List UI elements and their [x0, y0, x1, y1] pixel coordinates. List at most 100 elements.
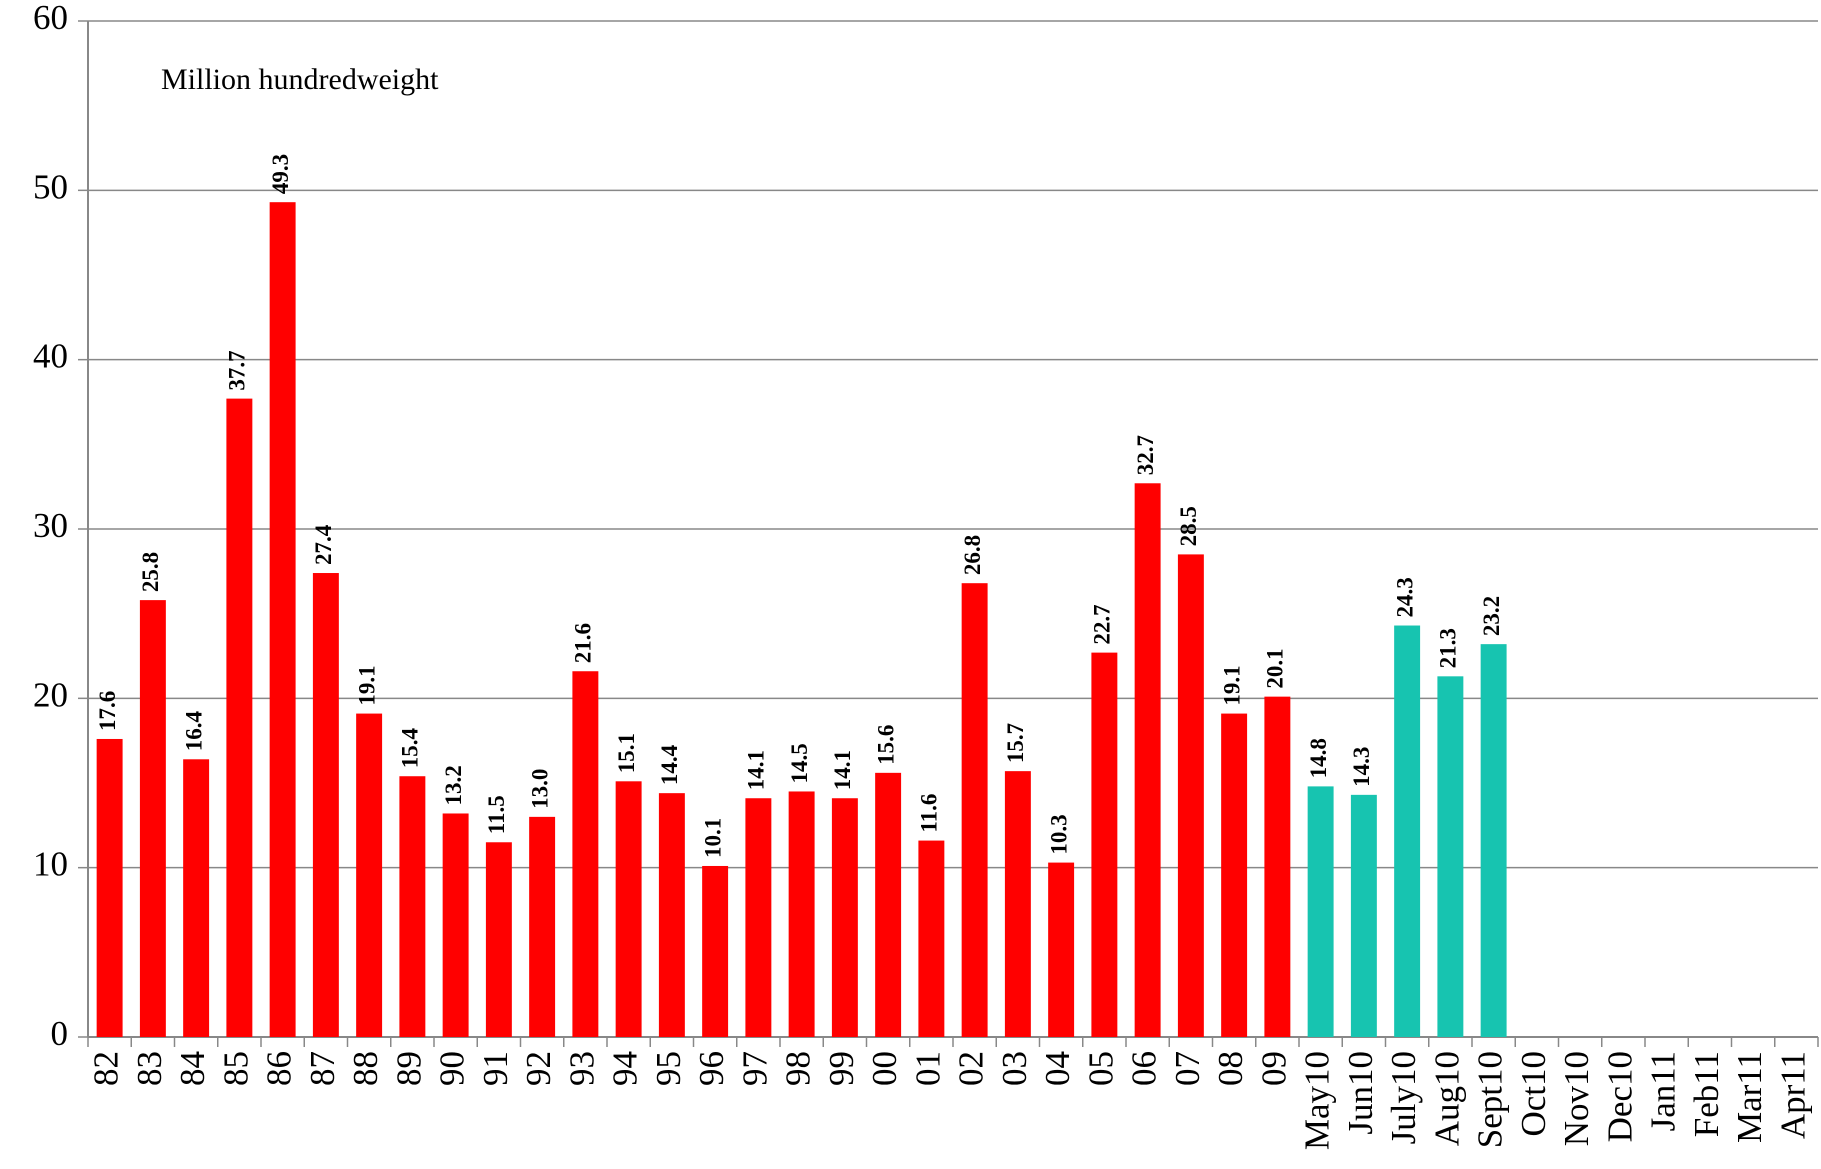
x-tick-label: Nov10	[1557, 1051, 1596, 1146]
bar	[1264, 696, 1291, 1037]
x-tick-label: 94	[606, 1051, 645, 1086]
x-tick-label: 00	[865, 1051, 904, 1086]
value-label: 11.6	[917, 794, 942, 833]
bar	[269, 202, 296, 1038]
x-tick-label: 82	[87, 1051, 126, 1086]
bar	[1091, 652, 1118, 1037]
value-label: 28.5	[1176, 506, 1201, 546]
bar	[1048, 862, 1075, 1037]
value-label: 25.8	[138, 552, 163, 592]
x-tick-label: 06	[1125, 1051, 1164, 1086]
value-label: 11.5	[484, 795, 509, 834]
y-tick-label: 30	[33, 506, 68, 545]
bar	[658, 793, 685, 1037]
bar	[745, 798, 772, 1037]
value-label: 14.8	[1306, 738, 1331, 778]
bar	[572, 671, 599, 1037]
x-tick-label: 08	[1211, 1051, 1250, 1086]
bar	[1134, 483, 1161, 1037]
x-tick-label: Oct10	[1514, 1051, 1553, 1137]
bar	[226, 398, 253, 1037]
bar	[1480, 644, 1507, 1037]
bar	[961, 583, 988, 1037]
bar	[356, 713, 383, 1037]
y-tick-label: 50	[33, 167, 68, 206]
value-label: 14.1	[830, 750, 855, 790]
x-tick-label: 86	[260, 1051, 299, 1086]
value-label: 15.4	[398, 727, 423, 768]
value-label: 14.5	[787, 743, 812, 783]
bar	[399, 776, 426, 1037]
x-tick-label: Jun10	[1341, 1051, 1380, 1135]
y-tick-label: 0	[51, 1014, 69, 1053]
value-label: 24.3	[1392, 577, 1417, 617]
value-label: 19.1	[354, 665, 379, 705]
y-tick-label: 10	[33, 845, 68, 884]
value-label: 27.4	[311, 524, 336, 565]
value-label: 20.1	[1263, 648, 1288, 688]
x-tick-label: May10	[1298, 1051, 1337, 1150]
bar	[1004, 771, 1031, 1037]
value-label: 32.7	[1133, 435, 1158, 475]
value-label: 21.3	[1436, 628, 1461, 668]
bar	[1437, 676, 1464, 1037]
value-label: 17.6	[95, 691, 120, 731]
x-tick-label: 93	[562, 1051, 601, 1086]
x-tick-label: 95	[649, 1051, 688, 1086]
x-tick-label: 92	[519, 1051, 558, 1086]
value-label: 15.1	[614, 733, 639, 773]
value-label: 10.3	[1046, 814, 1071, 854]
bar	[1177, 554, 1204, 1037]
value-label: 22.7	[1090, 604, 1115, 644]
x-tick-label: 09	[1254, 1051, 1293, 1086]
bar	[875, 772, 902, 1037]
x-tick-label: 89	[389, 1051, 428, 1086]
bar	[1350, 794, 1377, 1037]
y-tick-label: 20	[33, 675, 68, 714]
bar	[1394, 625, 1421, 1037]
x-tick-label: 84	[173, 1051, 212, 1086]
value-label: 14.3	[1349, 747, 1374, 787]
y-tick-label: 60	[33, 0, 68, 37]
x-tick-label: 97	[735, 1051, 774, 1086]
x-tick-label: 04	[1038, 1051, 1077, 1086]
value-label: 10.1	[700, 818, 725, 858]
x-tick-label: 98	[779, 1051, 818, 1086]
x-tick-label: 99	[822, 1051, 861, 1086]
value-label: 14.1	[744, 750, 769, 790]
bar	[702, 865, 729, 1037]
bar	[788, 791, 815, 1037]
x-tick-label: 85	[216, 1051, 255, 1086]
x-tick-label: Feb11	[1687, 1051, 1726, 1137]
value-label: 15.6	[873, 725, 898, 765]
x-tick-label: 87	[303, 1051, 342, 1086]
bar	[312, 573, 339, 1037]
x-tick-label: 03	[995, 1051, 1034, 1086]
x-tick-label: 83	[130, 1051, 169, 1086]
value-label: 49.3	[268, 154, 293, 194]
x-tick-label: July10	[1384, 1051, 1423, 1144]
x-tick-label: Apr11	[1773, 1051, 1812, 1139]
x-tick-label: Sept10	[1471, 1051, 1510, 1148]
x-tick-label: 01	[908, 1051, 947, 1086]
x-tick-label: Aug10	[1427, 1051, 1466, 1146]
value-label: 21.6	[571, 623, 596, 663]
bar	[918, 840, 945, 1037]
x-tick-label: 07	[1168, 1051, 1207, 1086]
x-tick-label: Mar11	[1730, 1051, 1769, 1143]
bar	[529, 816, 556, 1037]
value-label: 37.7	[225, 350, 250, 390]
bar	[831, 798, 858, 1037]
bar	[1307, 786, 1334, 1037]
y-tick-label: 40	[33, 337, 68, 376]
bar	[485, 842, 512, 1037]
x-tick-label: 88	[346, 1051, 385, 1086]
x-tick-label: 05	[1081, 1051, 1120, 1086]
value-label: 15.7	[1003, 723, 1028, 763]
value-label: 16.4	[181, 711, 206, 752]
bar	[96, 738, 123, 1037]
value-label: 14.4	[657, 744, 682, 785]
x-tick-label: Dec10	[1600, 1051, 1639, 1142]
x-tick-label: 96	[692, 1051, 731, 1086]
